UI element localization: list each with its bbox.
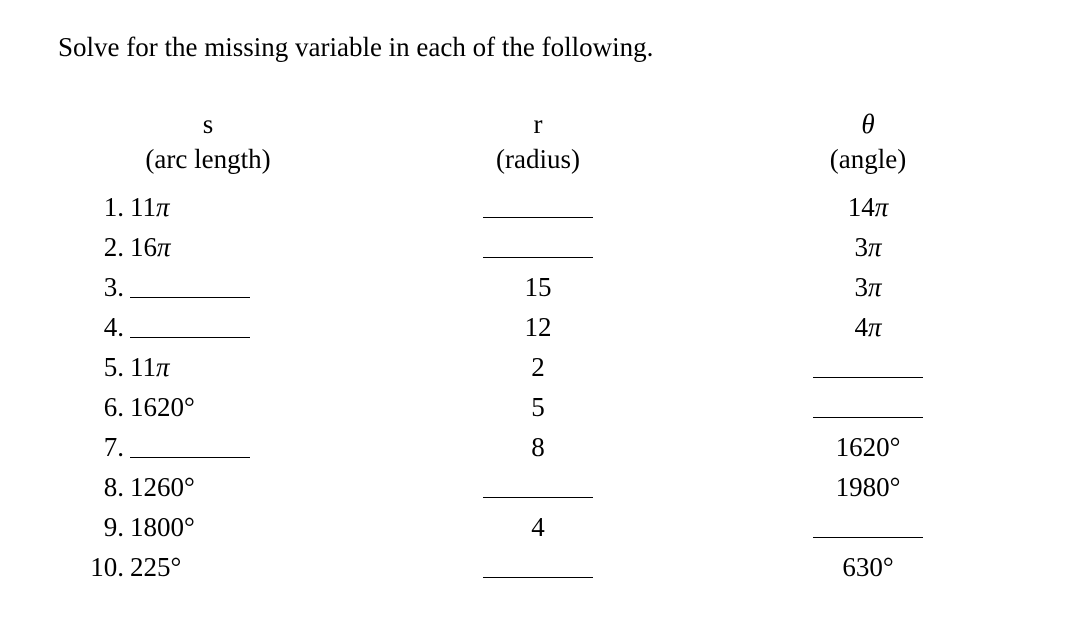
blank-field (813, 356, 923, 378)
value-theta: 1980° (836, 472, 901, 503)
table-row (718, 387, 1018, 427)
table-row (358, 467, 718, 507)
value-r: 5 (531, 392, 545, 423)
blank-field (130, 276, 250, 298)
header-r-var: r (358, 107, 718, 142)
table-row: 3π (718, 267, 1018, 307)
header-theta-var: θ (718, 107, 1018, 142)
row-number: 2. (84, 232, 124, 263)
header-r-label: (radius) (358, 142, 718, 177)
table-row: 6.1620° (58, 387, 358, 427)
table-row: 630° (718, 547, 1018, 587)
table-row: 7. (58, 427, 358, 467)
row-number: 1. (84, 192, 124, 223)
value-s: 1620° (130, 392, 195, 423)
header-s: s (arc length) (58, 107, 358, 177)
row-number: 3. (84, 272, 124, 303)
blank-field (813, 516, 923, 538)
table-row: 10.225° (58, 547, 358, 587)
row-number: 6. (84, 392, 124, 423)
table-row: 2 (358, 347, 718, 387)
blank-field (130, 436, 250, 458)
page-container: Solve for the missing variable in each o… (0, 0, 1080, 587)
table-row: 12 (358, 307, 718, 347)
header-r: r (radius) (358, 107, 718, 177)
row-number: 5. (84, 352, 124, 383)
value-s: 1800° (130, 512, 195, 543)
instruction-text: Solve for the missing variable in each o… (58, 32, 1022, 63)
value-r: 4 (531, 512, 545, 543)
value-s: 11π (130, 192, 170, 223)
table-row: 9.1800° (58, 507, 358, 547)
table-row (358, 187, 718, 227)
value-theta: 4π (854, 312, 881, 343)
table-row: 4. (58, 307, 358, 347)
table-row (718, 507, 1018, 547)
table-row: 4π (718, 307, 1018, 347)
problem-table: s (arc length) 1.11π2.16π3.4.5.11π6.1620… (58, 107, 1022, 587)
value-r: 15 (525, 272, 552, 303)
value-r: 12 (525, 312, 552, 343)
table-row (358, 227, 718, 267)
row-number: 8. (84, 472, 124, 503)
table-row: 14π (718, 187, 1018, 227)
blank-field (130, 316, 250, 338)
table-row: 4 (358, 507, 718, 547)
header-theta-label: (angle) (718, 142, 1018, 177)
blank-field (483, 196, 593, 218)
value-theta: 3π (854, 232, 881, 263)
value-r: 8 (531, 432, 545, 463)
header-theta: θ (angle) (718, 107, 1018, 177)
value-s: 11π (130, 352, 170, 383)
table-row: 1980° (718, 467, 1018, 507)
column-arc-length: s (arc length) 1.11π2.16π3.4.5.11π6.1620… (58, 107, 358, 587)
table-row: 8.1260° (58, 467, 358, 507)
row-number: 4. (84, 312, 124, 343)
value-r: 2 (531, 352, 545, 383)
blank-field (813, 396, 923, 418)
table-row: 3π (718, 227, 1018, 267)
row-number: 9. (84, 512, 124, 543)
column-radius: r (radius) 15 12 2 5 8 4 (358, 107, 718, 587)
value-theta: 3π (854, 272, 881, 303)
table-row: 5.11π (58, 347, 358, 387)
value-s: 1260° (130, 472, 195, 503)
table-row: 1620° (718, 427, 1018, 467)
table-row: 3. (58, 267, 358, 307)
blank-field (483, 236, 593, 258)
table-row (718, 347, 1018, 387)
table-row: 15 (358, 267, 718, 307)
blank-field (483, 476, 593, 498)
value-theta: 1620° (836, 432, 901, 463)
row-number: 7. (84, 432, 124, 463)
table-row: 1.11π (58, 187, 358, 227)
header-s-label: (arc length) (58, 142, 358, 177)
header-s-var: s (58, 107, 358, 142)
column-angle: θ (angle) 14π 3π 3π 4π 1620° 1980° 630° (718, 107, 1018, 587)
table-row (358, 547, 718, 587)
value-theta: 14π (848, 192, 889, 223)
table-row: 8 (358, 427, 718, 467)
row-number: 10. (84, 552, 124, 583)
table-row: 2.16π (58, 227, 358, 267)
table-row: 5 (358, 387, 718, 427)
blank-field (483, 556, 593, 578)
value-s: 225° (130, 552, 181, 583)
value-s: 16π (130, 232, 171, 263)
value-theta: 630° (842, 552, 893, 583)
